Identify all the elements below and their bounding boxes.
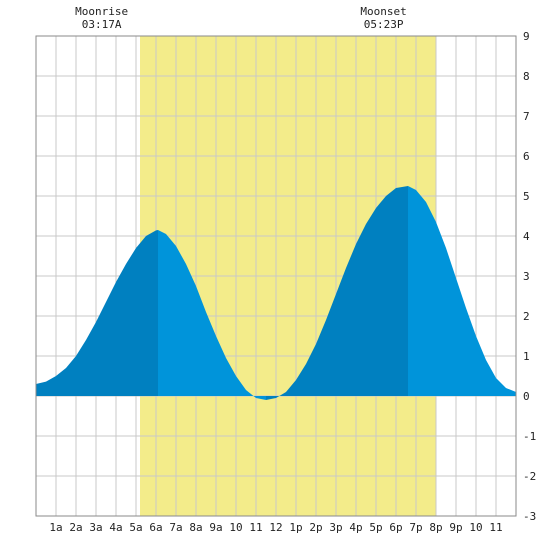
tide-area-rising [266,186,408,400]
x-tick-label: 3p [329,521,342,534]
moonset-time: 05:23P [364,18,404,31]
x-tick-label: 4a [109,521,122,534]
x-tick-label: 10 [469,521,482,534]
y-tick-label: -2 [523,470,536,483]
y-tick-label: -1 [523,430,536,443]
x-tick-label: 1p [289,521,302,534]
x-tick-label: 4p [349,521,362,534]
x-tick-label: 7p [409,521,422,534]
tide-area-rising [36,230,158,396]
y-tick-label: 9 [523,30,530,43]
moonrise-time: 03:17A [82,18,122,31]
x-tick-label: 5p [369,521,382,534]
x-tick-label: 9a [209,521,222,534]
x-tick-label: 9p [449,521,462,534]
x-tick-label: 3a [89,521,102,534]
x-tick-label: 11 [489,521,502,534]
moonrise-label: Moonrise [75,5,128,18]
tide-area-falling [408,186,516,396]
x-tick-label: 12 [269,521,282,534]
y-tick-label: 7 [523,110,530,123]
x-tick-label: 1a [49,521,62,534]
x-tick-label: 8a [189,521,202,534]
x-tick-label: 10 [229,521,242,534]
y-tick-label: -3 [523,510,536,523]
y-tick-label: 0 [523,390,530,403]
x-tick-label: 6a [149,521,162,534]
y-tick-label: 2 [523,310,530,323]
x-tick-label: 2p [309,521,322,534]
x-tick-label: 2a [69,521,82,534]
y-tick-label: 6 [523,150,530,163]
x-tick-label: 8p [429,521,442,534]
y-tick-label: 8 [523,70,530,83]
y-tick-label: 3 [523,270,530,283]
y-tick-label: 4 [523,230,530,243]
y-tick-label: 5 [523,190,530,203]
x-tick-label: 5a [129,521,142,534]
moonset-label: Moonset [360,5,406,18]
x-tick-label: 7a [169,521,182,534]
x-tick-label: 6p [389,521,402,534]
tide-area-falling [158,230,266,400]
y-tick-label: 1 [523,350,530,363]
plot-frame [35,35,517,517]
x-tick-label: 11 [249,521,262,534]
